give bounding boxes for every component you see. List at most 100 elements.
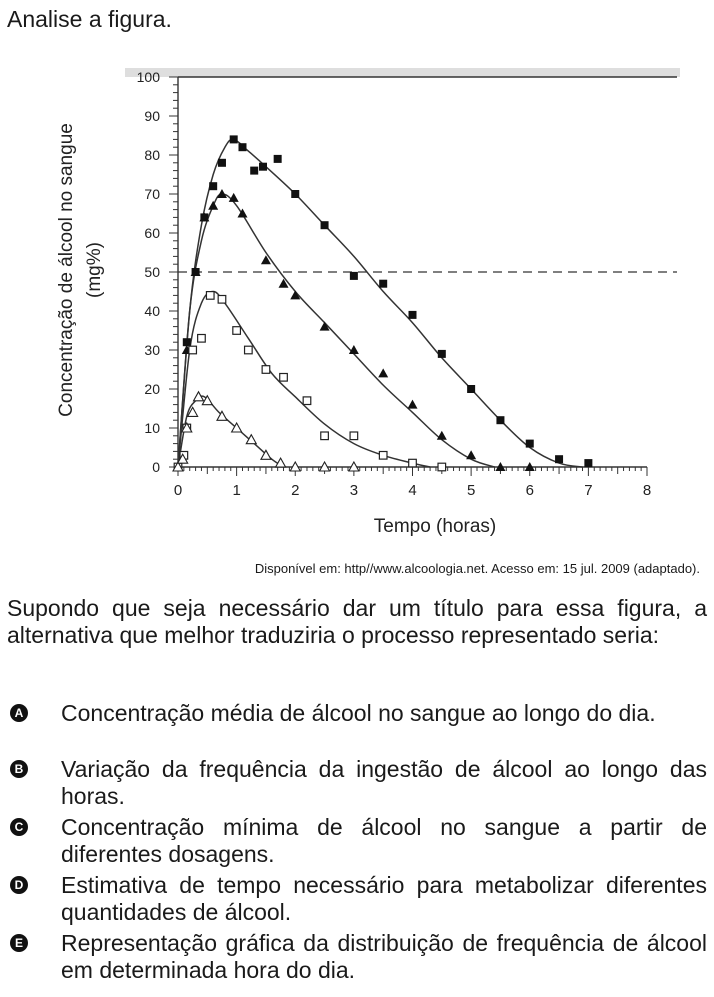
y-tick-label: 50 xyxy=(144,264,160,280)
series-2-point xyxy=(290,290,301,300)
option-text: Estimativa de tempo necessário para meta… xyxy=(61,872,707,925)
option-letter-badge: C xyxy=(10,818,28,836)
series-2-point xyxy=(237,208,248,218)
series-4-point xyxy=(201,394,214,406)
y-tick-label: 20 xyxy=(144,381,160,397)
series-1-point xyxy=(467,385,476,393)
series-1-point xyxy=(379,279,388,288)
series-3-point xyxy=(437,462,447,472)
series-1-point xyxy=(555,455,564,464)
series-1-point xyxy=(229,135,238,144)
y-tick-label: 90 xyxy=(144,108,160,124)
option-letter-badge: B xyxy=(10,760,28,778)
y-tick-label: 30 xyxy=(144,342,160,358)
series-2-curve xyxy=(177,193,495,468)
option-text: Concentração mínima de álcool no sangue … xyxy=(61,814,707,867)
series-1-point xyxy=(408,310,417,319)
series-3-point xyxy=(188,345,198,355)
y-axis-label-line2: (mg%) xyxy=(84,242,105,298)
x-tick-label: 5 xyxy=(467,482,475,499)
series-1-point xyxy=(209,182,218,191)
x-tick-label: 6 xyxy=(526,482,534,499)
series-4-point xyxy=(230,421,243,433)
series-3-point xyxy=(378,450,388,460)
y-tick-label: 10 xyxy=(144,420,160,436)
y-tick-label: 70 xyxy=(144,186,160,202)
series-2-point xyxy=(216,189,227,198)
x-tick-label: 8 xyxy=(643,482,651,499)
series-4-point xyxy=(347,460,360,472)
series-2-point xyxy=(278,278,289,288)
series-3-point xyxy=(320,431,329,441)
x-tick-label: 1 xyxy=(232,482,240,499)
x-tick-label: 3 xyxy=(350,482,358,499)
series-2-point xyxy=(199,212,210,222)
series-2-point xyxy=(466,450,477,460)
series-2-point xyxy=(208,200,219,210)
series-4-point xyxy=(216,410,228,421)
series-2-point xyxy=(436,430,447,440)
series-1-point xyxy=(496,416,505,425)
x-tick-label: 4 xyxy=(408,482,416,499)
y-axis-label-line1: Concentração de álcool no sangue xyxy=(56,123,77,417)
series-2-point xyxy=(495,462,506,471)
series-1-point xyxy=(349,271,358,280)
top-band xyxy=(125,68,680,77)
y-tick-label: 60 xyxy=(144,225,160,241)
series-3-point xyxy=(261,365,271,374)
series-2-point xyxy=(228,192,239,202)
option-letter-badge: A xyxy=(10,704,28,722)
x-tick-label: 0 xyxy=(174,482,182,499)
x-tick-label: 2 xyxy=(291,482,299,499)
series-4-point xyxy=(192,390,205,402)
series-4-point xyxy=(318,460,331,472)
series-1-point xyxy=(250,166,259,175)
series-4-point xyxy=(289,460,302,472)
series-1-point xyxy=(182,338,191,347)
series-4-point xyxy=(180,421,193,433)
series-2-point xyxy=(319,321,330,331)
alcohol-concentration-chart: 0 10 20 30 40 50 60 70 80 90 100 0 1 2 3 4 5 6 7 8 Tempo (ho… xyxy=(56,68,680,537)
question-text: Supondo que seja necessário dar um títul… xyxy=(7,595,707,648)
y-tick-label: 80 xyxy=(144,147,160,163)
series-1-point xyxy=(238,143,247,152)
series-4-point xyxy=(245,433,258,445)
series-1-point xyxy=(320,221,329,230)
source-citation: Disponível em: http//www.alcoologia.net.… xyxy=(254,561,700,576)
series-3-point xyxy=(408,458,417,468)
series-2-point xyxy=(524,462,535,471)
x-tick-label: 7 xyxy=(584,482,592,499)
series-3-point xyxy=(349,431,359,441)
series-1-point xyxy=(584,459,593,468)
series-4-point xyxy=(176,453,189,464)
series-3-point xyxy=(279,372,288,382)
series-3-curve xyxy=(177,290,431,468)
series-2-point xyxy=(348,345,359,354)
series-2-point xyxy=(378,368,389,378)
intro-text: Analise a figura. xyxy=(7,6,172,32)
series-3-point xyxy=(205,291,215,300)
series-4-point xyxy=(274,456,287,468)
series-1-point xyxy=(525,439,534,448)
option-letter-badge: E xyxy=(10,934,28,952)
series-1-point xyxy=(437,349,446,358)
series-3-point xyxy=(302,396,312,406)
series-1-point xyxy=(291,190,300,198)
series-3-point xyxy=(197,333,206,343)
series-4-point xyxy=(172,460,184,472)
y-tick-label: 40 xyxy=(144,303,160,319)
series-4-point xyxy=(186,406,199,417)
series-1-point xyxy=(259,162,268,171)
series-3-point xyxy=(232,326,242,335)
series-1-curve xyxy=(177,138,583,468)
option-letter-badge: D xyxy=(10,876,28,894)
y-tick-label: 100 xyxy=(137,69,161,85)
series-1-point xyxy=(273,154,282,163)
series-3-point xyxy=(243,345,253,355)
option-text: Concentração média de álcool no sangue a… xyxy=(61,700,656,726)
x-axis-label: Tempo (horas) xyxy=(374,516,497,537)
y-tick-label: 0 xyxy=(152,459,160,475)
option-text: Variação da frequência da ingestão de ál… xyxy=(61,756,707,809)
series-2-point xyxy=(190,267,201,276)
series-2-point xyxy=(407,399,418,409)
